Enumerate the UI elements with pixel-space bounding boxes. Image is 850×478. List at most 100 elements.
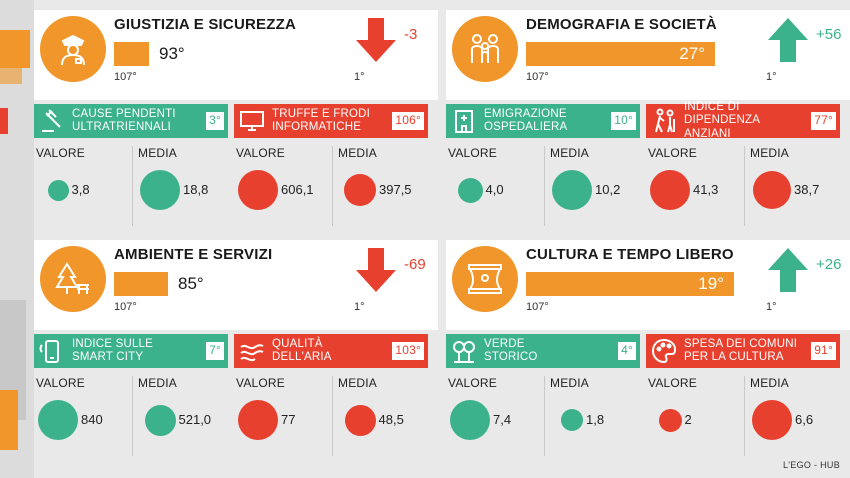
stat-label: MEDIA	[750, 376, 790, 390]
indicator-label-line: INDICE DI DIPENDENZA	[684, 101, 761, 127]
indicator-rank: 106°	[392, 112, 424, 130]
indicator-label-line: SMART CITY	[72, 351, 144, 363]
indicator-label: CAUSE PENDENTI ULTRATRIENNALI	[72, 108, 206, 134]
credit-label: L'EGO - HUB	[782, 460, 840, 470]
indicator-label-line: INDICE SULLE	[72, 337, 154, 350]
stat-label: MEDIA	[550, 376, 590, 390]
indicator-tag: QUALITÀ DELL'ARIA 103°	[234, 334, 428, 368]
stat-value: 3,8	[71, 182, 90, 197]
panel-title: GIUSTIZIA E SICUREZZA	[114, 16, 296, 33]
stat-value: 77	[281, 412, 296, 427]
indicator-label-line: SPESA DEI COMUNI	[684, 337, 798, 350]
indicator-rank: 77°	[811, 112, 836, 130]
column-divider	[544, 376, 545, 456]
value-circle	[238, 400, 278, 440]
value-circle	[457, 177, 483, 203]
indicator-label: SPESA DEI COMUNI PER LA CULTURA	[684, 338, 811, 364]
trees-icon	[450, 337, 478, 365]
column-divider	[744, 376, 745, 456]
computer-icon	[238, 107, 266, 135]
rank-bar	[526, 272, 734, 296]
stat-label: VALORE	[36, 376, 85, 390]
indicator-label-line: QUALITÀ	[272, 337, 323, 350]
indicator-label-line: EMIGRAZIONE	[484, 107, 567, 120]
gavel-icon	[38, 107, 66, 135]
rank-change: +26	[816, 256, 842, 273]
rank-bar	[114, 272, 168, 296]
indicator-label: INDICE DI DIPENDENZA ANZIANI	[684, 101, 811, 141]
axis-min-label: 107°	[114, 301, 137, 313]
stat-value: 41,3	[693, 182, 719, 197]
indicator-tag: EMIGRAZIONE OSPEDALIERA 10°	[446, 104, 640, 138]
indicator-label-line: ANZIANI	[684, 127, 731, 140]
rank-bar	[114, 42, 149, 66]
stat-label: MEDIA	[550, 146, 590, 160]
indicator-label-line: INFORMATICHE	[272, 121, 362, 133]
value-circle	[552, 170, 592, 210]
tree-bench-icon	[40, 246, 106, 312]
indicator-rank: 91°	[811, 342, 836, 360]
panel-title: AMBIENTE E SERVIZI	[114, 246, 273, 263]
indicator-label-line: TRUFFE E FRODI	[272, 107, 370, 120]
stat-value: 840	[81, 412, 103, 427]
police-officer-icon	[40, 16, 106, 82]
indicator-rank: 7°	[206, 342, 224, 360]
stat-value: 18,8	[183, 182, 209, 197]
arrow-down-icon	[352, 246, 400, 294]
column-divider	[544, 146, 545, 226]
value-circle	[753, 171, 791, 209]
indicator-rank: 103°	[392, 342, 424, 360]
value-circle	[47, 179, 69, 201]
column-divider	[744, 146, 745, 226]
stat-value: 6,6	[795, 412, 814, 427]
stat-value: 38,7	[794, 182, 820, 197]
indicator-tag: INDICE SULLE SMART CITY 7°	[34, 334, 228, 368]
category-panel: DEMOGRAFIA E SOCIETÀ 27° 107° 1° +56 EMIGRAZI…	[446, 10, 850, 230]
indicator-label-line: STORICO	[484, 351, 538, 363]
indicator-tag: VERDE STORICO 4°	[446, 334, 640, 368]
stat-label: VALORE	[648, 146, 697, 160]
indicator-tag: SPESA DEI COMUNI PER LA CULTURA 91°	[646, 334, 840, 368]
indicator-rank: 4°	[618, 342, 636, 360]
stat-value: 521,0	[178, 412, 212, 427]
axis-min-label: 107°	[526, 71, 549, 83]
axis-max-label: 1°	[354, 301, 365, 313]
hospital-icon	[450, 107, 478, 135]
rank-value: 85°	[178, 274, 204, 293]
family-icon	[452, 16, 518, 82]
stat-value: 48,5	[378, 412, 404, 427]
value-circle	[238, 170, 278, 210]
category-panel: GIUSTIZIA E SICUREZZA 93° 107° 1° -3 CAUSE PE…	[34, 10, 438, 230]
stat-label: VALORE	[236, 376, 285, 390]
axis-max-label: 1°	[766, 71, 777, 83]
axis-max-label: 1°	[354, 71, 365, 83]
stat-label: MEDIA	[338, 146, 378, 160]
stat-label: VALORE	[448, 376, 497, 390]
stat-label: MEDIA	[138, 376, 178, 390]
value-circle	[344, 404, 376, 436]
value-circle	[658, 408, 682, 432]
indicator-tag: INDICE DI DIPENDENZA ANZIANI 77°	[646, 101, 840, 141]
value-circle	[752, 400, 792, 440]
value-circle	[38, 400, 78, 440]
stat-label: VALORE	[448, 146, 497, 160]
stat-value: 606,1	[281, 182, 314, 197]
indicator-label-line: VERDE	[484, 337, 525, 350]
indicator-label: EMIGRAZIONE OSPEDALIERA	[484, 108, 611, 134]
rank-change: -69	[404, 256, 426, 273]
stat-value: 1,8	[586, 412, 605, 427]
value-circle	[140, 170, 180, 210]
panel-title: CULTURA E TEMPO LIBERO	[526, 246, 734, 263]
indicator-label-line: DELL'ARIA	[272, 351, 332, 363]
stat-label: MEDIA	[750, 146, 790, 160]
category-panel: CULTURA E TEMPO LIBERO 19° 107° 1° +26 VERDE S…	[446, 240, 850, 460]
stat-value: 7,4	[493, 412, 512, 427]
indicator-rank: 3°	[206, 112, 224, 130]
indicator-label-line: OSPEDALIERA	[484, 121, 568, 133]
stat-value: 2	[684, 412, 692, 427]
indicator-label-line: PER LA CULTURA	[684, 351, 784, 363]
elderly-icon	[650, 107, 678, 135]
indicator-tag: TRUFFE E FRODI INFORMATICHE 106°	[234, 104, 428, 138]
indicator-rank: 10°	[611, 112, 636, 130]
indicator-label-line: ULTRATRIENNALI	[72, 121, 171, 133]
